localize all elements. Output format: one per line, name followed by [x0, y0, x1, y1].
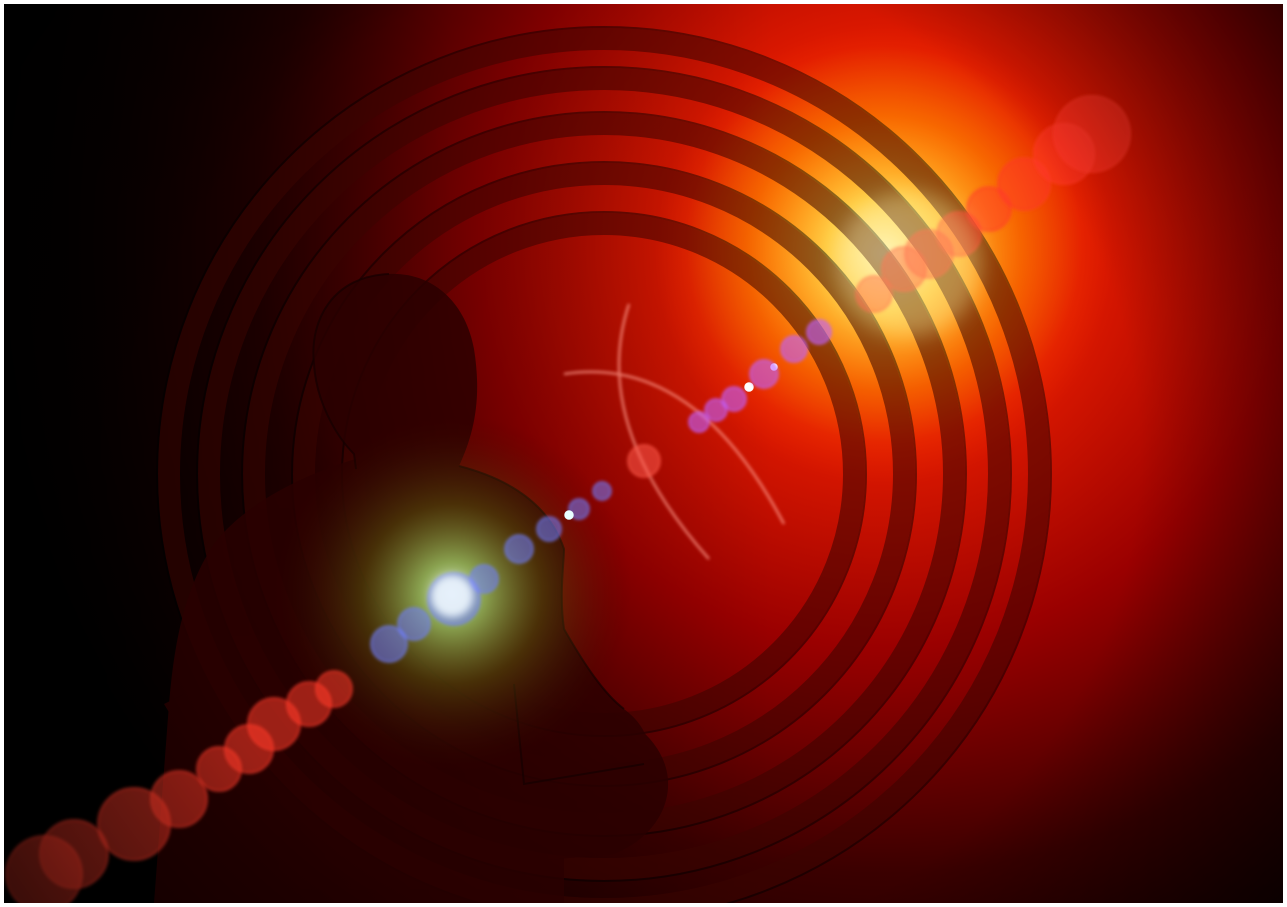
photo-frame: [4, 4, 1283, 903]
abstract-light-artwork: [4, 4, 1283, 903]
vignette: [4, 4, 1283, 903]
